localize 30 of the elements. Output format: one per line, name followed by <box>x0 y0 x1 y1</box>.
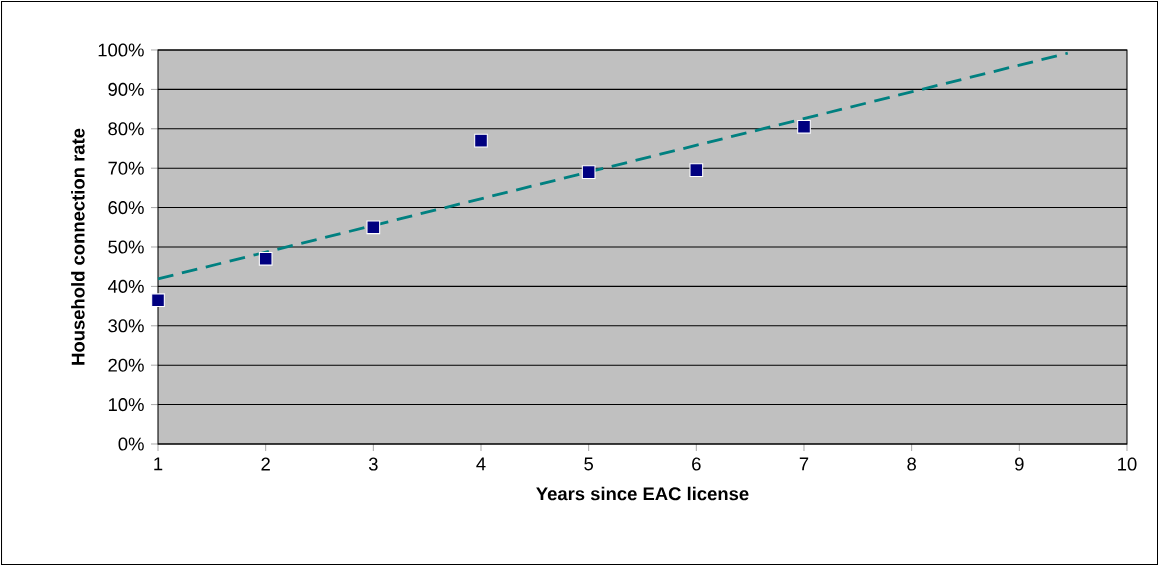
point <box>797 119 811 134</box>
y-tick-label: 0% <box>118 437 144 451</box>
point <box>151 293 165 308</box>
y-tick-label: 90% <box>108 82 144 96</box>
y-tick-label: 60% <box>108 201 144 215</box>
x-tick-label: 9 <box>1015 457 1024 471</box>
y-axis-title: Household connection rate <box>71 128 85 365</box>
point <box>689 163 704 178</box>
y-tick-label: 70% <box>108 161 144 175</box>
x-tick-label: 7 <box>799 457 809 471</box>
x-tick-label: 10 <box>1118 457 1137 471</box>
point <box>258 251 273 266</box>
x-tick-label: 4 <box>476 457 486 471</box>
y-tick-label: 50% <box>108 240 144 254</box>
y-tick-label: 20% <box>108 358 144 372</box>
point <box>474 133 488 148</box>
y-tick-label: 10% <box>108 398 144 412</box>
x-tick-label: 2 <box>261 457 270 471</box>
y-tick-label: 100% <box>98 43 144 57</box>
y-tick-label: 80% <box>108 122 144 136</box>
y-tick-label: 30% <box>108 319 144 333</box>
x-tick-label: 1 <box>154 457 163 471</box>
point <box>366 220 381 235</box>
x-tick-label: 5 <box>584 457 594 471</box>
x-tick-label: 8 <box>907 457 916 471</box>
x-tick-label: 6 <box>692 457 701 471</box>
x-tick-label: 3 <box>368 457 378 471</box>
y-tick-label: 40% <box>107 279 144 293</box>
x-axis-title: Years since EAC license <box>536 486 749 501</box>
point <box>581 165 596 179</box>
